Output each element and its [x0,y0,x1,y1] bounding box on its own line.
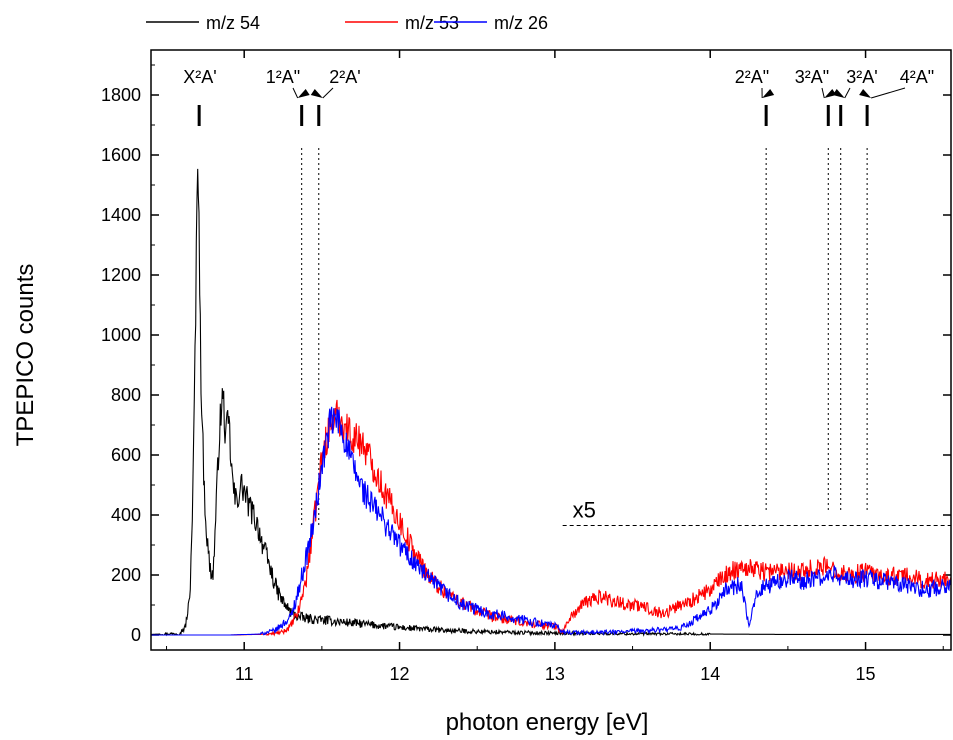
state-label-4: 3²A" [795,67,829,87]
series-line-2 [151,406,952,636]
state-arrow-5 [832,89,845,98]
y-tick-label-0: 0 [131,625,141,645]
state-leader-1 [292,87,299,99]
state-leader-4 [821,87,825,99]
x-tick-label-4: 15 [856,664,876,684]
plot-frame [150,49,952,651]
legend: m/z 54 m/z 53 m/z 26 [146,13,548,33]
state-arrow-4 [824,89,837,98]
y-tick-label-9: 1800 [101,85,141,105]
scale-note: x5 [562,498,951,526]
y-tick-label-5: 1000 [101,325,141,345]
state-arrow-1 [297,89,310,98]
legend-label-1: m/z 53 [405,13,459,33]
state-label-3: 2²A" [735,67,769,87]
series-line-1 [151,399,952,637]
state-leader-6 [870,87,906,99]
y-tick-label-1: 200 [111,565,141,585]
legend-label-2: m/z 26 [494,13,548,33]
series-group [151,168,952,637]
y-tick-label-2: 400 [111,505,141,525]
x-tick-label-3: 14 [700,664,720,684]
state-arrow-3 [762,89,775,98]
state-label-6: 4²A" [900,67,934,87]
state-leader-5 [844,87,851,99]
state-label-0: X²A' [183,67,216,87]
series-line-0 [151,168,951,637]
state-markers: X²A' 1²A" 2²A' 2²A" 3²A" 3²A' 4²A" [183,67,934,525]
axis-ticks: 11 12 13 14 15 0 200 400 600 800 1000 1200 1400 1600 1… [101,50,951,684]
state-leader-2 [322,87,334,99]
state-arrow-6 [859,89,872,98]
x-tick-label-2: 13 [545,664,565,684]
x-tick-label-0: 11 [235,664,254,684]
x-axis-label: photon energy [eV] [446,709,649,736]
x-tick-label-1: 12 [390,664,410,684]
state-label-1: 1²A" [266,67,300,87]
y-tick-label-8: 1600 [101,145,141,165]
y-tick-label-4: 800 [111,385,141,405]
y-axis-label: TPEPICO counts [12,264,39,447]
scale-note-label: x5 [573,498,596,523]
state-arrow-2 [310,89,323,98]
y-tick-label-6: 1200 [101,265,141,285]
y-tick-label-7: 1400 [101,205,141,225]
state-label-2: 2²A' [329,67,360,87]
y-tick-label-3: 600 [111,445,141,465]
legend-label-0: m/z 54 [206,13,260,33]
state-label-5: 3²A' [846,67,877,87]
